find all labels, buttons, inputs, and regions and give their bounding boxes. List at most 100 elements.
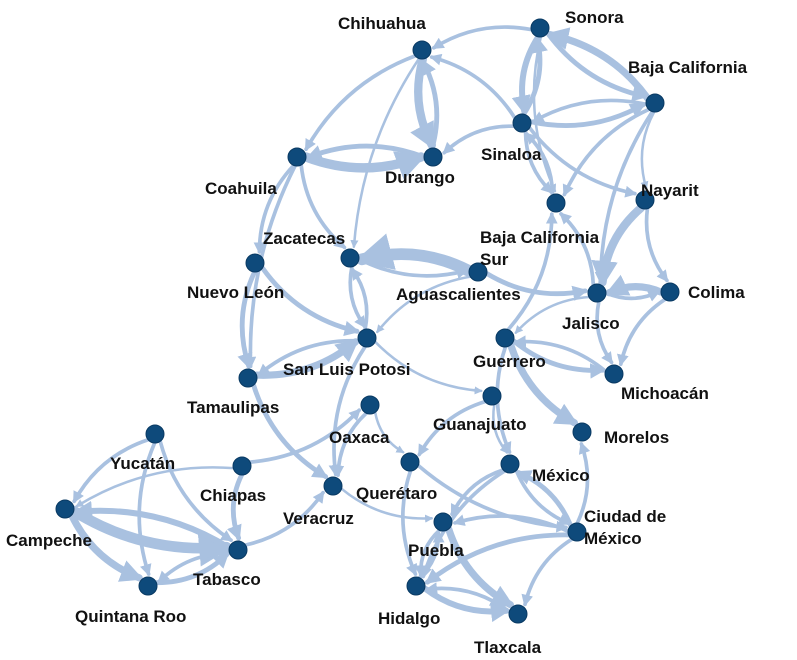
edge-nayarit-colima xyxy=(644,206,669,283)
edge-cdmx-morelos xyxy=(575,441,591,525)
node-label-line: Zacatecas xyxy=(263,229,345,248)
node-label-line: Veracruz xyxy=(283,509,354,528)
node-label-line: Guerrero xyxy=(473,352,546,371)
node-morelos xyxy=(572,422,592,442)
edge-tabasco-campeche xyxy=(72,500,233,551)
node-sonora xyxy=(530,18,550,38)
node-label-queretaro: Querétaro xyxy=(356,484,437,503)
edge-oaxaca-queretaro xyxy=(373,411,405,454)
edge-hidalgo-puebla xyxy=(417,530,445,580)
edge-zacatecas-aguascalientes xyxy=(357,257,469,279)
edge-mexico-hidalgo xyxy=(420,469,507,579)
edge-queretaro-cdmx xyxy=(416,463,569,533)
node-label-line: Nayarit xyxy=(641,181,699,200)
node-bcn xyxy=(645,93,665,113)
nodes-layer xyxy=(55,18,680,624)
node-tamaulipas xyxy=(238,368,258,388)
node-label-cdmx: Ciudad de México xyxy=(584,507,666,548)
node-mexico xyxy=(500,454,520,474)
node-label-michoacan: Michoacán xyxy=(621,384,709,403)
edge-sonora-chihuahua xyxy=(431,25,534,50)
node-label-mexico: México xyxy=(532,466,590,485)
node-veracruz xyxy=(323,476,343,496)
edge-sinaloa-bcn xyxy=(528,102,646,128)
edge-nayarit-jalisco xyxy=(591,203,646,288)
node-label-line: Durango xyxy=(385,168,455,187)
edge-bcn-bcs xyxy=(562,107,651,197)
node-nuevoleon xyxy=(245,253,265,273)
edge-campeche-qroo xyxy=(68,511,144,582)
node-label-jalisco: Jalisco xyxy=(562,314,620,333)
edge-slp-veracruz xyxy=(328,344,367,477)
node-label-aguascalientes: Aguascalientes xyxy=(396,285,521,304)
node-label-line: Campeche xyxy=(6,531,92,550)
node-label-line: Tamaulipas xyxy=(187,398,279,417)
labels-layer: Sonora Chihuahua Baja California Sinaloa Dur… xyxy=(6,8,748,657)
node-label-nayarit: Nayarit xyxy=(641,181,699,200)
edge-nuevoleon-slp xyxy=(260,265,361,337)
edge-colima-michoacan xyxy=(617,297,667,367)
node-label-line: Jalisco xyxy=(562,314,620,333)
edge-slp-zacatecas xyxy=(350,267,369,332)
edge-oaxaca-veracruz xyxy=(332,411,369,478)
node-label-line: Baja California xyxy=(628,58,748,77)
node-label-line: Sur xyxy=(480,250,509,269)
node-label-coahuila: Coahuila xyxy=(205,179,277,198)
node-jalisco xyxy=(587,283,607,303)
node-label-guerrero: Guerrero xyxy=(473,352,546,371)
node-label-line: Chihuahua xyxy=(338,14,426,33)
node-guanajuato xyxy=(482,386,502,406)
edge-cdmx-puebla xyxy=(452,514,570,534)
edge-coahuila-zacatecas xyxy=(299,163,347,250)
edge-jalisco-bcs xyxy=(559,212,596,287)
node-label-zacatecas: Zacatecas xyxy=(263,229,345,248)
node-chiapas xyxy=(232,456,252,476)
node-label-campeche: Campeche xyxy=(6,531,92,550)
edge-campeche-tabasco xyxy=(68,505,234,567)
edge-guanajuato-mexico xyxy=(492,403,509,454)
edge-colima-jalisco xyxy=(604,274,665,297)
edge-veracruz-puebla xyxy=(340,487,434,523)
edge-jalisco-michoacan xyxy=(595,299,614,365)
node-label-line: Sonora xyxy=(565,8,624,27)
node-label-line: México xyxy=(584,529,642,548)
node-hidalgo xyxy=(406,576,426,596)
node-colima xyxy=(660,282,680,302)
edge-puebla-tlaxcala xyxy=(445,525,515,609)
node-label-line: México xyxy=(532,466,590,485)
node-label-line: Querétaro xyxy=(356,484,437,503)
edge-guanajuato-queretaro xyxy=(417,399,487,457)
node-label-colima: Colima xyxy=(688,283,745,302)
node-label-line: Michoacán xyxy=(621,384,709,403)
edge-chiapas-campeche xyxy=(75,466,235,508)
node-label-line: Yucatán xyxy=(110,454,175,473)
edge-coahuila-durango xyxy=(301,151,427,180)
edge-bcn-nayarit xyxy=(640,110,656,190)
node-label-line: Guanajuato xyxy=(433,415,527,434)
node-coahuila xyxy=(287,147,307,167)
edge-chihuahua-durango xyxy=(410,54,436,150)
node-aguascalientes xyxy=(468,262,488,282)
node-label-line: Morelos xyxy=(604,428,669,447)
node-label-veracruz: Veracruz xyxy=(283,509,354,528)
node-label-guanajuato: Guanajuato xyxy=(433,415,527,434)
node-qroo xyxy=(138,576,158,596)
node-cdmx xyxy=(567,522,587,542)
node-puebla xyxy=(433,512,453,532)
node-label-sinaloa: Sinaloa xyxy=(481,145,542,164)
node-label-line: Tabasco xyxy=(193,570,261,589)
edge-yucatan-qroo xyxy=(137,441,157,577)
node-label-sonora: Sonora xyxy=(565,8,624,27)
node-label-tabasco: Tabasco xyxy=(193,570,261,589)
node-michoacan xyxy=(604,364,624,384)
node-label-line: Quintana Roo xyxy=(75,607,186,626)
edge-aguascalientes-zacatecas xyxy=(354,233,475,277)
node-label-tamaulipas: Tamaulipas xyxy=(187,398,279,417)
edge-jalisco-colima xyxy=(604,290,661,302)
node-label-line: San Luis Potosi xyxy=(283,360,411,379)
node-label-tlaxcala: Tlaxcala xyxy=(474,638,542,657)
edge-sonora-bcs xyxy=(532,35,557,193)
edge-cdmx-hidalgo xyxy=(424,532,571,585)
